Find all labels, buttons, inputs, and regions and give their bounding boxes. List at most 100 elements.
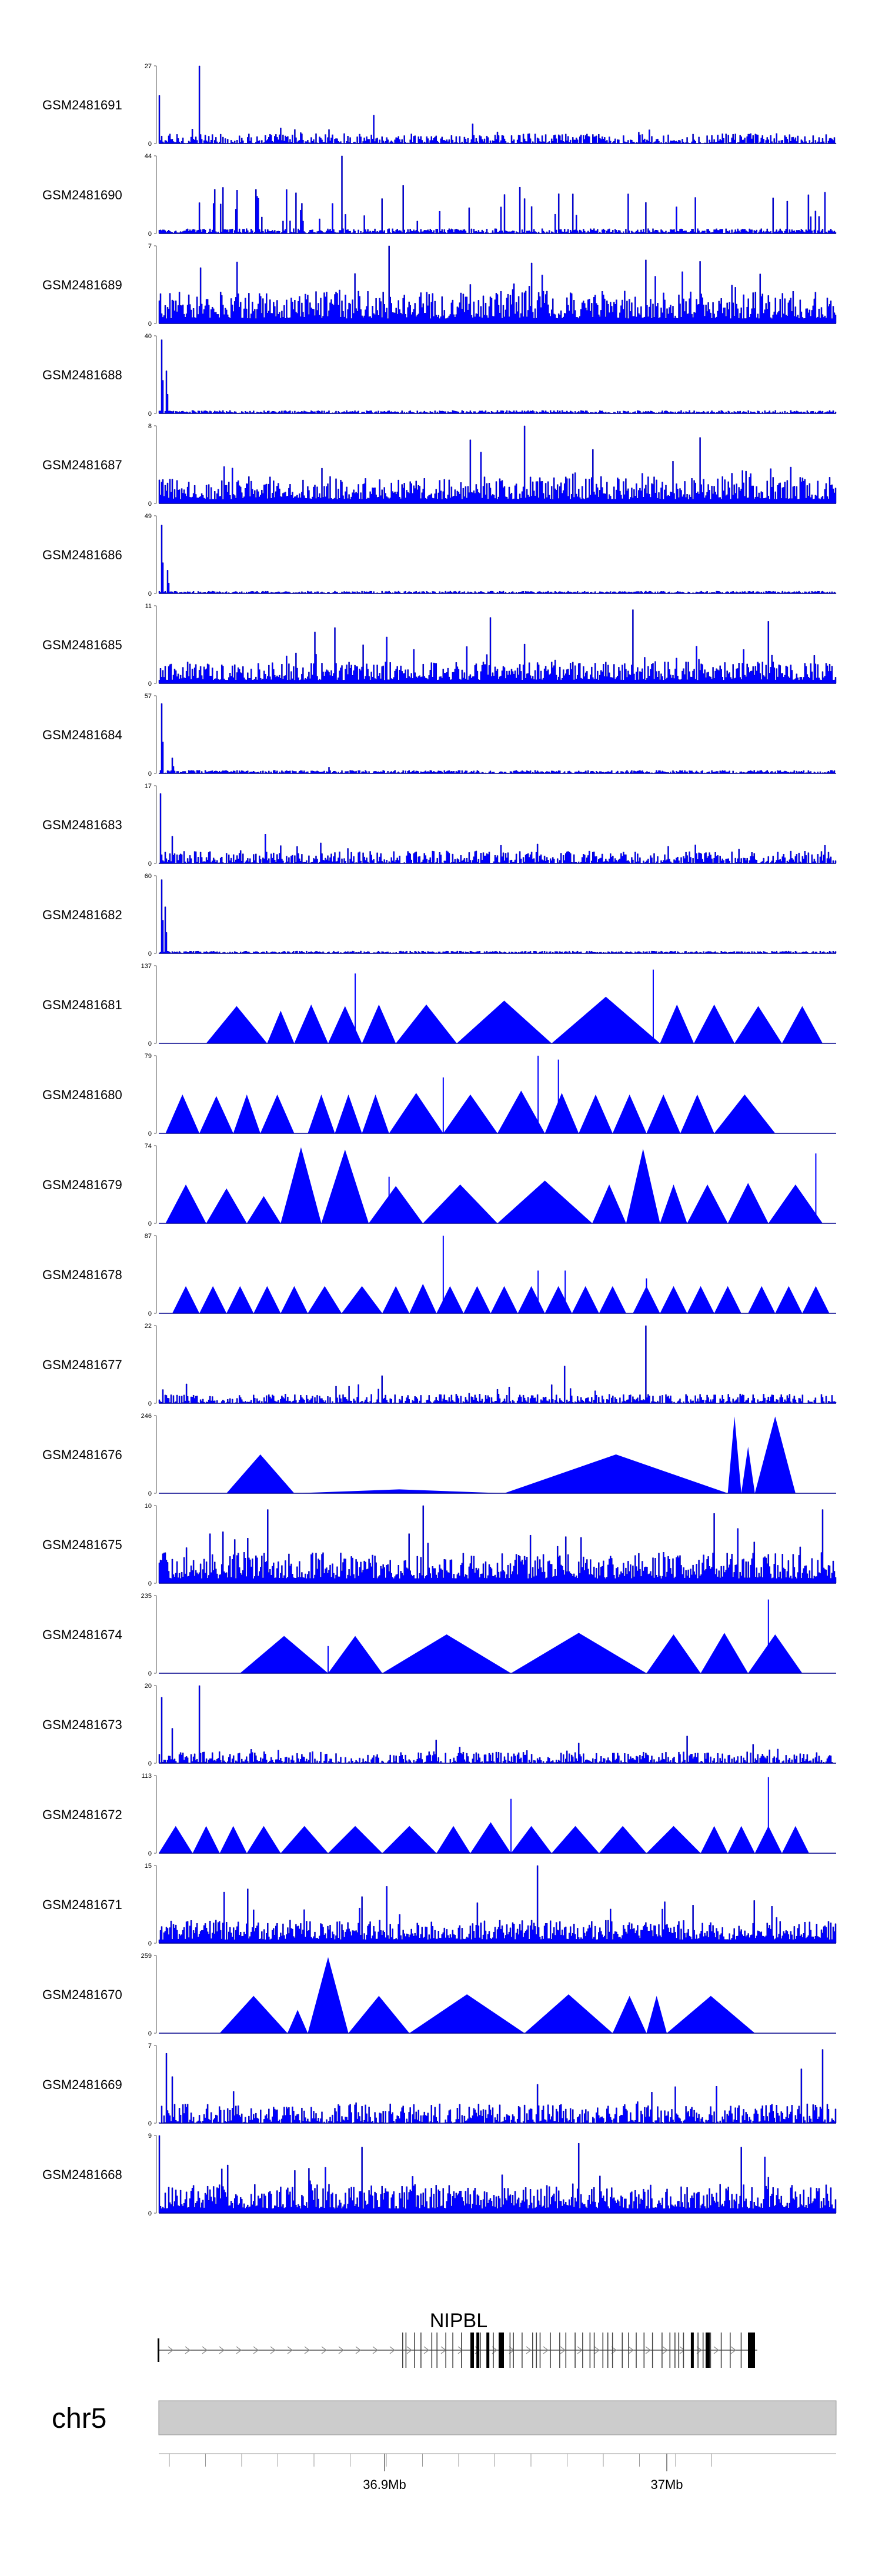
track-gsm2481678: GSM2481678 87 0 <box>42 1233 836 1317</box>
gene-exon <box>628 2333 629 2368</box>
genome-tick-label: 37Mb <box>650 2477 683 2492</box>
gene-exon <box>402 2333 403 2368</box>
coverage-peak <box>342 1286 383 1313</box>
gene-exon <box>720 2333 722 2368</box>
gene-name-label: NIPBL <box>430 2310 487 2332</box>
y-max-label: 9 <box>148 2133 152 2140</box>
track-gsm2481670: GSM2481670 259 0 <box>42 1953 836 2037</box>
y-min-label: 0 <box>148 1130 152 1137</box>
coverage-peak <box>497 1180 593 1223</box>
y-max-label: 49 <box>145 513 152 520</box>
chromosome-label: chr5 <box>52 2403 106 2434</box>
track-gsm2481688: GSM2481688 40 0 <box>42 333 837 418</box>
coverage-signal <box>158 525 837 594</box>
strand-arrow <box>355 2346 361 2354</box>
y-min-label: 0 <box>148 1760 152 1767</box>
track-label: GSM2481676 <box>42 1447 122 1462</box>
chromosome-band <box>158 2400 837 2435</box>
coverage-peak <box>781 1826 809 1853</box>
y-min-label: 0 <box>148 1400 152 1407</box>
gene-exon <box>697 2333 699 2368</box>
chromosome-ideogram-track: chr5 <box>52 2400 837 2435</box>
coverage-peak <box>287 2010 308 2033</box>
coverage-peak <box>219 1996 288 2033</box>
gene-exon <box>643 2333 645 2368</box>
coverage-peak <box>267 1010 295 1043</box>
strand-arrow <box>219 2346 225 2354</box>
coverage-signal <box>158 609 837 684</box>
strand-arrow <box>338 2346 344 2354</box>
track-label: GSM2481684 <box>42 728 122 742</box>
strand-arrow <box>270 2346 276 2354</box>
gene-model <box>158 2333 757 2368</box>
coverage-peak <box>781 1006 823 1043</box>
coverage-peak <box>646 1634 701 1673</box>
strand-arrow <box>611 2346 617 2354</box>
gene-exon <box>420 2333 422 2368</box>
coverage-peak <box>544 1093 579 1133</box>
coverage-peak <box>409 1283 437 1313</box>
track-gsm2481675: GSM2481675 10 0 <box>42 1503 837 1587</box>
coverage-peak <box>517 1286 545 1313</box>
coverage-peak <box>206 1006 268 1043</box>
strand-arrow <box>457 2346 463 2354</box>
coverage-peak <box>504 1454 728 1493</box>
y-min-label: 0 <box>148 411 152 418</box>
coverage-peak <box>382 1286 410 1313</box>
track-gsm2481684: GSM2481684 57 0 <box>42 693 837 778</box>
y-max-label: 259 <box>141 1953 152 1960</box>
coverage-peak <box>308 1286 342 1313</box>
coverage-signal <box>158 245 837 324</box>
track-gsm2481680: GSM2481680 79 0 <box>42 1053 836 1137</box>
coverage-peak <box>436 1286 464 1313</box>
coverage-peak <box>192 1826 220 1853</box>
coverage-peak <box>382 1826 437 1853</box>
coverage-peak <box>579 1095 613 1133</box>
coverage-peak <box>646 1826 701 1853</box>
y-min-label: 0 <box>148 1850 152 1857</box>
coverage-peak <box>206 1188 247 1223</box>
coverage-peak <box>727 1826 755 1853</box>
gene-exon <box>536 2333 537 2368</box>
strand-arrow <box>526 2346 532 2354</box>
y-max-label: 113 <box>141 1773 152 1780</box>
y-max-label: 60 <box>145 873 152 880</box>
coverage-peak <box>660 1005 694 1043</box>
coverage-peak <box>260 1095 295 1133</box>
gene-exon <box>522 2333 523 2368</box>
gene-exon <box>436 2333 437 2368</box>
y-max-label: 137 <box>141 963 152 970</box>
coverage-signal <box>158 1505 837 1584</box>
coverage-peak <box>396 1005 457 1043</box>
track-label: GSM2481687 <box>42 458 122 472</box>
y-min-label: 0 <box>148 141 152 148</box>
strand-arrow <box>287 2346 293 2354</box>
coverage-peak <box>233 1095 260 1133</box>
coverage-peak <box>626 1149 660 1223</box>
coverage-peak <box>246 1826 281 1853</box>
y-max-label: 11 <box>145 603 152 610</box>
coverage-peak <box>294 1489 505 1493</box>
gene-exon <box>652 2333 653 2368</box>
y-max-label: 87 <box>145 1233 152 1240</box>
coverage-peak <box>280 1286 308 1313</box>
y-min-label: 0 <box>148 2120 152 2127</box>
coverage-peak <box>280 1826 328 1853</box>
strand-arrow <box>236 2346 242 2354</box>
coverage-signal <box>158 2049 837 2124</box>
y-min-label: 0 <box>148 770 152 778</box>
coverage-peak <box>382 1634 512 1673</box>
gene-exon <box>702 2333 704 2368</box>
track-gsm2481674: GSM2481674 235 0 <box>42 1593 836 1677</box>
strand-arrow <box>406 2346 412 2354</box>
coverage-peak <box>172 1286 200 1313</box>
coverage-peak <box>240 1636 328 1673</box>
gene-exon <box>622 2333 623 2368</box>
gene-exon <box>683 2333 684 2368</box>
track-label: GSM2481668 <box>42 2167 122 2182</box>
y-min-label: 0 <box>148 1580 152 1587</box>
coverage-peak <box>734 1006 782 1043</box>
y-max-label: 20 <box>145 1683 152 1690</box>
gene-exon <box>565 2333 567 2368</box>
